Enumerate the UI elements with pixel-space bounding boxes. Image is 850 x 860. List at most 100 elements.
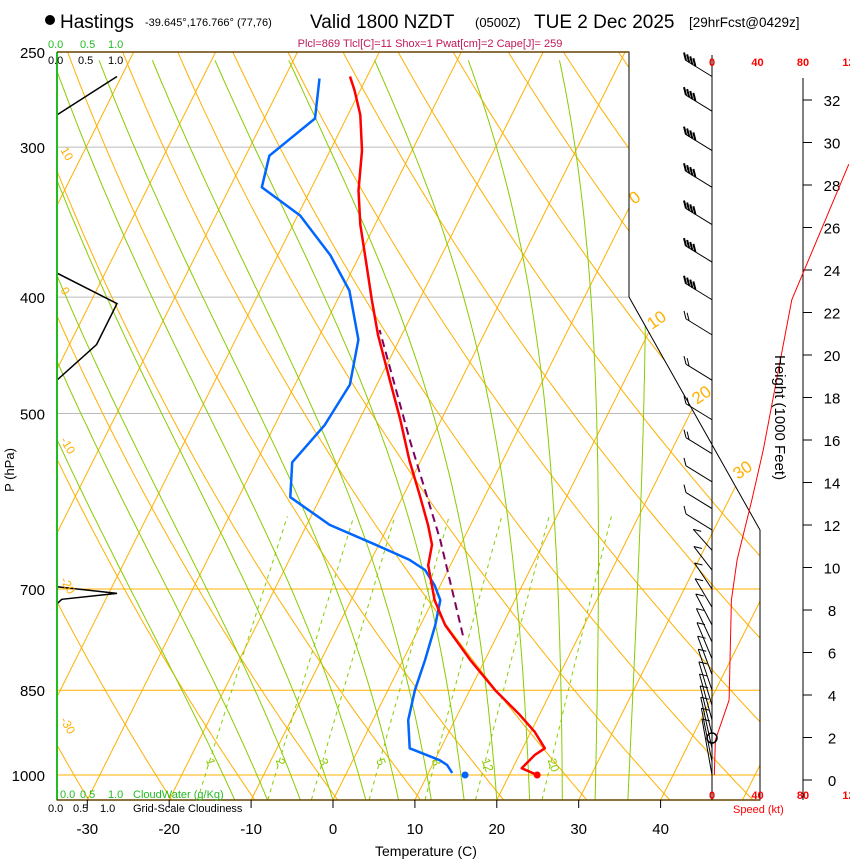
- speed-tick-top: 40: [751, 57, 763, 69]
- wind-barb-feather: [695, 593, 704, 597]
- wind-barb-feather: [683, 505, 687, 515]
- dry-adiabat: [452, 52, 760, 800]
- wind-barb-feather: [701, 707, 710, 711]
- wind-barb-feather: [692, 206, 697, 215]
- wind-barb-feather: [683, 457, 687, 466]
- wind-barb-icon: [693, 546, 713, 571]
- height-tick-label: 24: [824, 263, 841, 280]
- cloudwater-tick-top: 1.0: [108, 39, 123, 51]
- x-axis-title: Temperature (C): [375, 843, 477, 859]
- dry-adiabat: [57, 52, 256, 800]
- isotherm-label-right: 0: [625, 187, 644, 208]
- station-dot-icon: [45, 15, 55, 25]
- wind-barb-feather: [701, 718, 711, 722]
- wind-barb-icon: [685, 437, 713, 455]
- height-tick-label: 4: [828, 688, 836, 705]
- wind-barb-icon: [701, 718, 713, 776]
- x-tick-label: -30: [76, 821, 98, 838]
- wind-barb-icon: [685, 318, 713, 336]
- mixing-ratio-label: 8: [429, 756, 445, 767]
- speed-tick-top: 0: [709, 57, 715, 69]
- mixing-ratio-label: 12: [479, 756, 497, 774]
- wind-barb-icon: [685, 363, 713, 381]
- y-axis-title: P (hPa): [2, 448, 17, 492]
- wind-barb-feather: [699, 673, 708, 677]
- mixing-ratio-line: [310, 516, 396, 800]
- wind-barb-feather: [697, 635, 706, 639]
- wind-barb-icon: [694, 562, 713, 590]
- speed-tick-bottom: 40: [751, 790, 763, 802]
- wind-barb-feather: [683, 200, 687, 209]
- cloudwater-tick: 0.5: [80, 789, 95, 801]
- cloudiness-tick: 0.0: [48, 803, 63, 815]
- height-tick-label: 30: [824, 136, 841, 153]
- moist-adiabat: [57, 60, 301, 800]
- wind-barb-feather: [694, 562, 703, 566]
- wind-barb-feather: [692, 168, 697, 178]
- wind-barb-icon: [685, 283, 713, 301]
- wind-barb-feather: [686, 202, 691, 211]
- wind-barb-icon: [685, 94, 713, 112]
- moist-adiabat: [98, 60, 399, 800]
- isotherm: [168, 52, 544, 800]
- speed-tick-bottom: 0: [709, 790, 715, 802]
- isotherm-label-right: 20: [688, 382, 714, 408]
- station-coords: -39.645°,176.766° (77,76): [145, 17, 272, 29]
- wind-barb-icon: [700, 697, 713, 749]
- wind-barb-feather: [686, 54, 691, 63]
- moist-adiabat: [627, 60, 647, 800]
- dry-adiabat: [507, 52, 760, 800]
- mixing-ratio-label: 3: [316, 756, 332, 767]
- mixing-ratio-label: 5: [373, 756, 389, 767]
- x-tick-label: -10: [240, 821, 262, 838]
- wind-barb-feather: [686, 312, 690, 321]
- isotherm-label-left: -10: [57, 435, 78, 457]
- wind-barb-feather: [683, 275, 687, 284]
- wind-barb-icon: [699, 673, 713, 721]
- speed-tick-bottom: 80: [797, 790, 809, 802]
- wind-barb-icon: [697, 636, 713, 675]
- moist-adiabat: [151, 60, 432, 800]
- y-tick-label: 850: [20, 683, 45, 700]
- height-tick-label: 32: [824, 93, 841, 110]
- cloudwater-tick: 1.0: [108, 789, 123, 801]
- wind-barb-icon: [694, 578, 713, 608]
- cloudwater-tick-top: 0.5: [80, 39, 95, 51]
- wind-barb-icon: [699, 685, 713, 735]
- isotherm: [578, 52, 760, 800]
- isotherm: [250, 52, 626, 800]
- height-tick-label: 6: [828, 646, 836, 663]
- station-name: Hastings: [60, 12, 134, 33]
- x-tick-label: 30: [570, 821, 587, 838]
- height-tick-label: 28: [824, 178, 841, 195]
- cloudiness-tick-top: 0.0: [48, 55, 63, 67]
- x-tick-label: 0: [329, 821, 337, 838]
- wind-barb-feather: [689, 241, 694, 251]
- height-tick-label: 18: [824, 391, 841, 408]
- wind-barb-icon: [700, 708, 713, 762]
- wind-barb-feather: [696, 622, 706, 626]
- dry-adiabat: [784, 52, 850, 800]
- moist-adiabat: [374, 60, 531, 800]
- cloudiness-tick: 1.0: [100, 803, 115, 815]
- x-tick-label: 20: [488, 821, 505, 838]
- y-tick-label: 400: [20, 290, 45, 307]
- wind-barb-icon: [685, 465, 713, 483]
- height-tick-label: 22: [824, 306, 841, 323]
- height-tick-label: 14: [824, 476, 841, 493]
- wind-barb-feather: [689, 130, 694, 139]
- surface-dewpoint-dot: [461, 771, 469, 779]
- wind-barb-icon: [685, 134, 713, 152]
- wind-barb-feather: [683, 52, 687, 61]
- wind-barb-feather: [689, 56, 694, 65]
- dry-adiabat: [618, 52, 760, 800]
- wind-barb-feather: [683, 356, 687, 365]
- isotherm-label-left: 10: [57, 145, 76, 164]
- wind-barb-feather: [698, 648, 707, 652]
- wind-barb-icon: [685, 170, 713, 188]
- wind-barb-feather: [686, 357, 690, 367]
- wind-barb-feather: [689, 90, 694, 100]
- wind-barb-feather: [692, 92, 697, 102]
- dry-adiabat: [397, 52, 760, 800]
